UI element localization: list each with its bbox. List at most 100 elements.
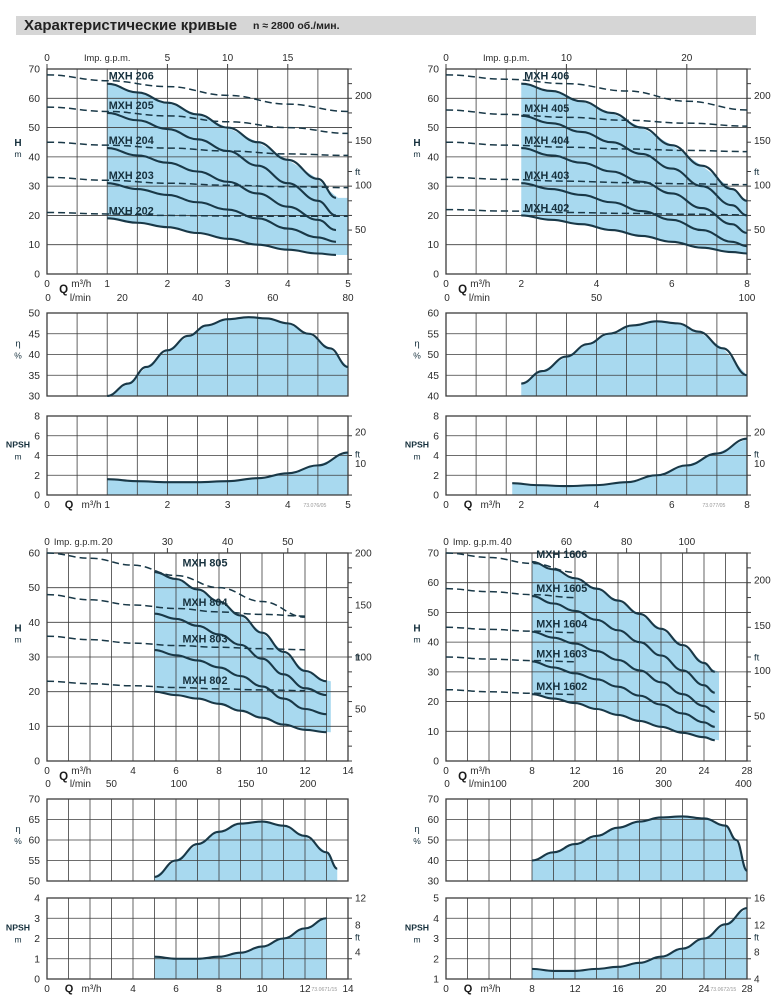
- svg-text:NPSH: NPSH: [6, 923, 30, 933]
- svg-text:MXH 802: MXH 802: [182, 675, 227, 687]
- svg-text:0: 0: [45, 779, 51, 790]
- svg-text:8: 8: [433, 412, 439, 423]
- svg-text:28: 28: [741, 984, 753, 995]
- svg-text:MXH 404: MXH 404: [524, 135, 569, 147]
- svg-text:20: 20: [428, 211, 440, 222]
- svg-text:0: 0: [443, 537, 449, 548]
- svg-text:ft: ft: [355, 450, 361, 460]
- svg-text:MXH 1602: MXH 1602: [536, 681, 587, 693]
- svg-text:60: 60: [428, 94, 440, 105]
- svg-text:70: 70: [428, 549, 440, 560]
- svg-text:1: 1: [104, 500, 110, 511]
- svg-text:1: 1: [34, 954, 40, 965]
- svg-text:0: 0: [433, 757, 439, 768]
- svg-text:24: 24: [698, 766, 710, 777]
- svg-text:Q: Q: [65, 983, 74, 995]
- svg-text:200: 200: [355, 549, 372, 560]
- svg-text:ft: ft: [355, 933, 361, 943]
- svg-text:4: 4: [594, 279, 600, 290]
- svg-text:8: 8: [744, 279, 750, 290]
- svg-text:50: 50: [754, 711, 766, 722]
- svg-text:50: 50: [106, 779, 118, 790]
- svg-text:1: 1: [433, 975, 439, 986]
- svg-text:60: 60: [561, 537, 573, 548]
- svg-text:m: m: [413, 634, 420, 644]
- svg-text:%: %: [413, 351, 421, 361]
- svg-text:35: 35: [29, 371, 41, 382]
- svg-text:3: 3: [433, 934, 439, 945]
- svg-text:400: 400: [735, 779, 752, 790]
- svg-text:150: 150: [754, 136, 771, 147]
- svg-text:24: 24: [698, 984, 710, 995]
- svg-text:MXH 406: MXH 406: [524, 71, 569, 83]
- svg-text:70: 70: [428, 65, 440, 76]
- svg-text:Imp. g.p.m.: Imp. g.p.m.: [54, 537, 101, 547]
- svg-text:30: 30: [428, 667, 440, 678]
- svg-text:30: 30: [428, 182, 440, 193]
- svg-text:10: 10: [29, 722, 41, 733]
- svg-text:10: 10: [222, 53, 234, 64]
- svg-text:MXH 805: MXH 805: [182, 557, 227, 569]
- svg-text:5: 5: [433, 894, 439, 905]
- svg-text:200: 200: [300, 779, 317, 790]
- svg-text:ft: ft: [754, 450, 760, 460]
- svg-text:20: 20: [29, 687, 41, 698]
- svg-text:100: 100: [739, 293, 756, 304]
- svg-text:MXH 1604: MXH 1604: [536, 619, 587, 631]
- svg-text:5: 5: [345, 500, 351, 511]
- svg-text:H: H: [413, 623, 420, 634]
- svg-text:80: 80: [621, 537, 633, 548]
- svg-text:η: η: [414, 824, 419, 835]
- svg-text:%: %: [14, 836, 22, 846]
- svg-text:8: 8: [355, 921, 361, 932]
- svg-text:6: 6: [669, 500, 675, 511]
- svg-text:m: m: [413, 452, 420, 462]
- svg-text:45: 45: [428, 371, 440, 382]
- svg-text:MXH 203: MXH 203: [109, 170, 154, 182]
- svg-text:20: 20: [117, 293, 129, 304]
- svg-text:12: 12: [754, 921, 766, 932]
- svg-text:73.076/05: 73.076/05: [303, 503, 326, 509]
- svg-text:8: 8: [529, 984, 535, 995]
- svg-text:m³/h: m³/h: [481, 500, 501, 511]
- svg-text:30: 30: [29, 653, 41, 664]
- svg-text:Q: Q: [59, 771, 68, 783]
- svg-text:0: 0: [45, 293, 51, 304]
- svg-text:2: 2: [34, 471, 40, 482]
- svg-text:55: 55: [29, 856, 41, 867]
- svg-text:50: 50: [282, 537, 294, 548]
- svg-text:12: 12: [569, 984, 581, 995]
- svg-text:8: 8: [754, 948, 760, 959]
- svg-text:0: 0: [443, 279, 449, 290]
- svg-text:m³/h: m³/h: [71, 279, 91, 290]
- svg-text:ft: ft: [754, 167, 760, 178]
- svg-text:4: 4: [130, 984, 136, 995]
- svg-text:MXH 1605: MXH 1605: [536, 583, 587, 595]
- svg-text:3: 3: [225, 279, 231, 290]
- svg-text:MXH 402: MXH 402: [524, 202, 569, 214]
- svg-text:ft: ft: [355, 167, 361, 178]
- svg-text:10: 10: [355, 459, 367, 470]
- svg-text:Q: Q: [59, 284, 68, 296]
- svg-text:12: 12: [569, 766, 581, 777]
- svg-text:100: 100: [754, 666, 771, 677]
- svg-text:60: 60: [29, 836, 41, 847]
- svg-text:60: 60: [428, 309, 440, 320]
- svg-text:4: 4: [433, 914, 439, 925]
- svg-text:10: 10: [256, 984, 268, 995]
- svg-text:30: 30: [162, 537, 174, 548]
- svg-text:16: 16: [612, 766, 624, 777]
- svg-text:20: 20: [428, 697, 440, 708]
- svg-text:200: 200: [355, 91, 372, 102]
- svg-text:10: 10: [256, 766, 268, 777]
- svg-text:MXH 405: MXH 405: [524, 103, 569, 115]
- svg-text:50: 50: [591, 293, 603, 304]
- svg-text:73.0672/15: 73.0672/15: [710, 987, 736, 993]
- svg-text:50: 50: [754, 225, 766, 236]
- svg-text:l/min: l/min: [70, 293, 91, 304]
- svg-text:0: 0: [34, 757, 40, 768]
- svg-text:4: 4: [754, 975, 760, 986]
- svg-text:0: 0: [444, 779, 450, 790]
- svg-text:m: m: [413, 149, 420, 159]
- svg-text:%: %: [413, 836, 421, 846]
